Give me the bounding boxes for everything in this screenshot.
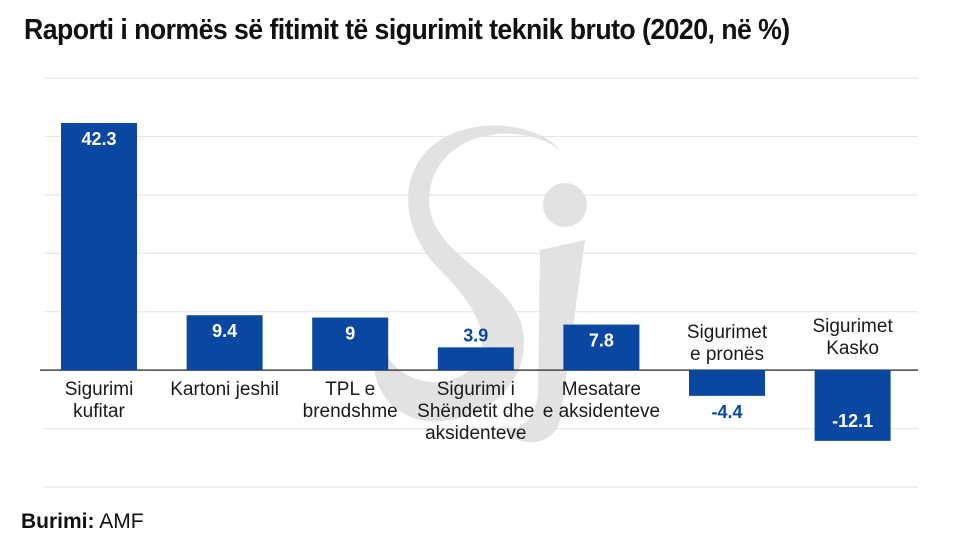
data-label: 7.8 [589,331,614,351]
data-label: 9.4 [212,321,237,341]
source-label: Burimi: [21,510,95,533]
category-label: Sigurimi i [437,379,515,400]
bar [61,122,137,371]
category-label: TPL e [325,379,375,400]
category-label: brendshme [303,401,398,422]
data-label: 9 [345,324,355,344]
bar [186,315,263,371]
data-label: 42.3 [81,129,116,149]
data-label: -4.4 [711,402,742,422]
category-label: Kasko [826,338,879,359]
category-label: Kartoni jeshil [170,379,279,400]
category-label: aksidenteve [425,423,526,444]
bar [689,370,765,396]
category-label: e pronës [690,344,764,365]
chart-title: Raporti i normës së fitimit të sigurimit… [24,14,790,46]
bar [814,370,891,441]
source-value: AMF [99,510,144,533]
category-label: Sigurimi [65,379,134,400]
category-label: Shëndetit dhe [417,401,534,422]
category-label: Sigurimet [812,316,893,337]
bar [437,347,514,371]
source-note: Burimi: AMF [21,510,144,534]
bar [563,324,640,371]
bar [312,317,389,371]
category-label: Sigurimet [687,322,768,343]
data-label: 3.9 [463,325,488,345]
category-label: e aksidenteve [543,401,660,422]
data-label: -12.1 [832,411,873,431]
watermark-logo [374,125,587,443]
category-label: Mesatare [562,379,641,400]
category-label: kufitar [73,401,125,422]
